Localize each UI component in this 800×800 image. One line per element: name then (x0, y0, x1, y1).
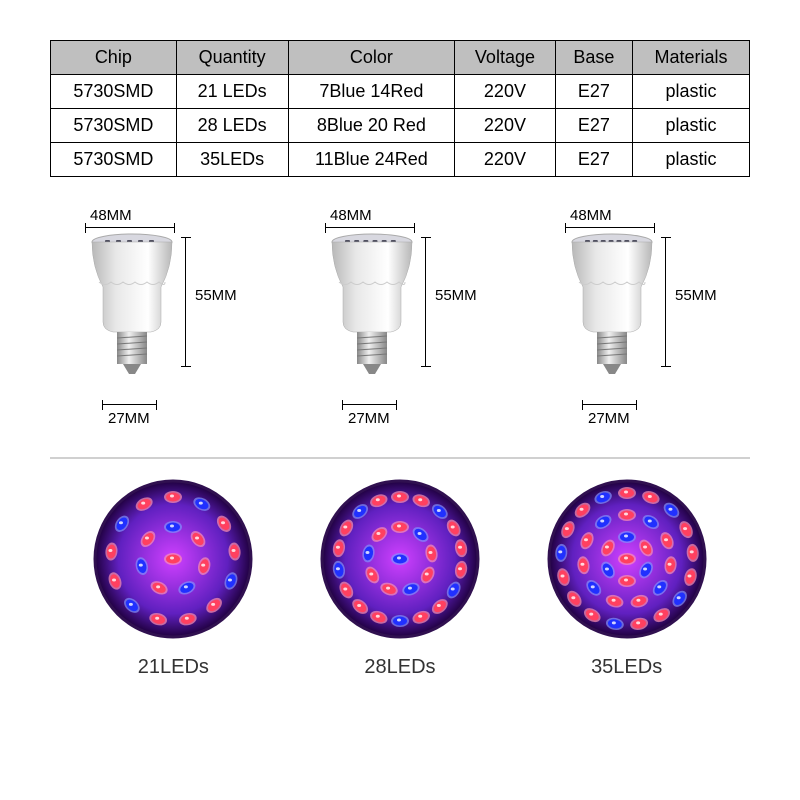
led-face-block: 35LEDs (547, 479, 707, 679)
face-label: 21LEDs (93, 656, 253, 679)
dim-width-label: 48MM (330, 207, 372, 224)
dim-base-label: 27MM (348, 410, 390, 427)
table-row: 5730SMD28 LEDs8Blue 20 Red220VE27plastic (51, 109, 750, 143)
table-header: Color (288, 41, 454, 75)
table-cell: plastic (633, 143, 750, 177)
bulb-icon (325, 232, 420, 397)
face-label: 35LEDs (547, 656, 707, 679)
led-face-block: 21LEDs (93, 479, 253, 679)
dim-height-label: 55MM (195, 287, 237, 304)
table-row: 5730SMD35LEDs11Blue 24Red220VE27plastic (51, 143, 750, 177)
table-cell: 11Blue 24Red (288, 143, 454, 177)
dim-height-label: 55MM (675, 287, 717, 304)
dim-base-label: 27MM (108, 410, 150, 427)
table-row: 5730SMD21 LEDs7Blue 14Red220VE27plastic (51, 75, 750, 109)
table-cell: 220V (455, 109, 556, 143)
led-faces-row: 21LEDs 28LEDs 35LEDs (50, 479, 750, 679)
bulb-icon (85, 232, 180, 397)
table-cell: 220V (455, 143, 556, 177)
table-cell: 35LEDs (176, 143, 288, 177)
dim-width-label: 48MM (570, 207, 612, 224)
table-cell: plastic (633, 75, 750, 109)
table-header: Materials (633, 41, 750, 75)
led-face-icon (93, 479, 253, 639)
led-face-icon (547, 479, 707, 639)
table-cell: 8Blue 20 Red (288, 109, 454, 143)
table-cell: 5730SMD (51, 143, 177, 177)
bulb-dimension-block: 48MM 55MM 27MM (60, 207, 260, 427)
table-cell: E27 (555, 75, 632, 109)
dim-base-label: 27MM (588, 410, 630, 427)
table-cell: 5730SMD (51, 75, 177, 109)
dim-width-label: 48MM (90, 207, 132, 224)
bulb-dimension-block: 48MM 55MM 27MM (300, 207, 500, 427)
spec-table: ChipQuantityColorVoltageBaseMaterials 57… (50, 40, 750, 177)
divider (50, 457, 750, 459)
table-header: Voltage (455, 41, 556, 75)
table-cell: 5730SMD (51, 109, 177, 143)
table-cell: plastic (633, 109, 750, 143)
led-face-block: 28LEDs (320, 479, 480, 679)
table-cell: 220V (455, 75, 556, 109)
bulb-dimension-block: 48MM 55MM 27MM (540, 207, 740, 427)
table-cell: 7Blue 14Red (288, 75, 454, 109)
table-cell: 28 LEDs (176, 109, 288, 143)
table-cell: 21 LEDs (176, 75, 288, 109)
dim-height-label: 55MM (435, 287, 477, 304)
table-header: Base (555, 41, 632, 75)
face-label: 28LEDs (320, 656, 480, 679)
table-header: Quantity (176, 41, 288, 75)
bulb-dimensions-row: 48MM 55MM 27MM (50, 207, 750, 427)
bulb-icon (565, 232, 660, 397)
table-cell: E27 (555, 109, 632, 143)
led-face-icon (320, 479, 480, 639)
table-header: Chip (51, 41, 177, 75)
table-cell: E27 (555, 143, 632, 177)
